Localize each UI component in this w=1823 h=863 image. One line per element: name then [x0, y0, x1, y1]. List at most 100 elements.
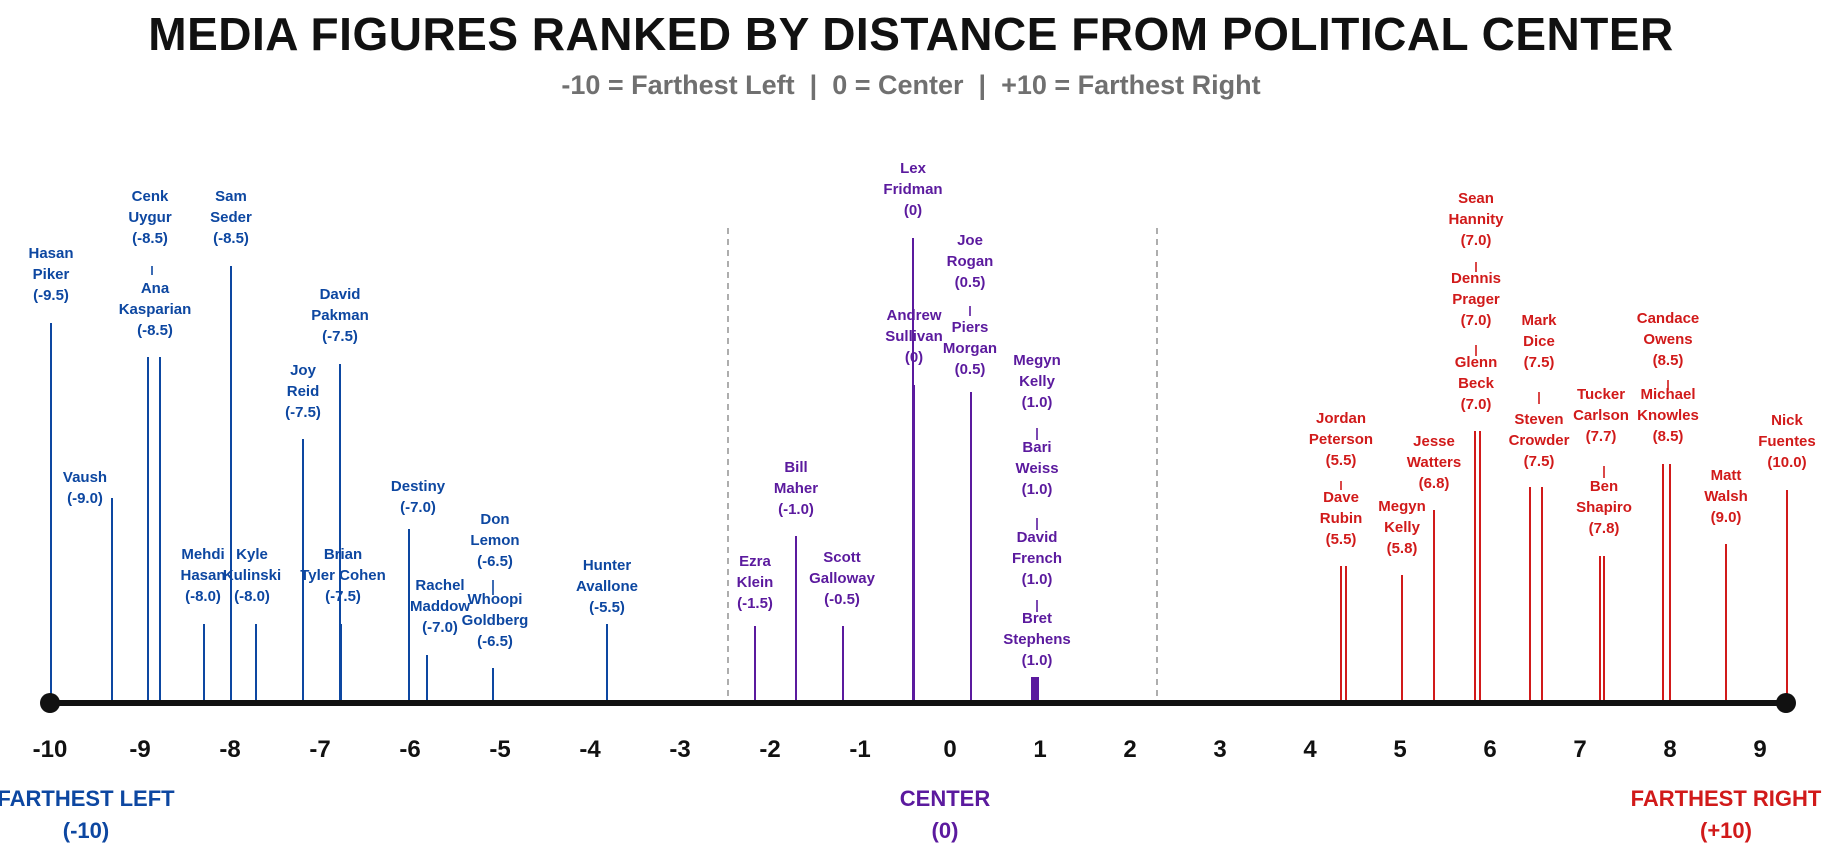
point-name: Prager	[1452, 291, 1500, 308]
point-name: Rachel	[415, 577, 464, 594]
point-value: (-7.5)	[322, 328, 358, 345]
point-label: Scott Galloway (-0.5)	[809, 549, 876, 608]
point-label: Lex Fridman (0)	[883, 160, 942, 219]
point-name: Peterson	[1309, 431, 1373, 448]
point-value: (-6.5)	[477, 633, 513, 650]
point-value: (-9.5)	[33, 287, 69, 304]
point-label: David Pakman (-7.5)	[311, 286, 369, 345]
point-value: (0.5)	[955, 361, 986, 378]
tick-label: 7	[1573, 736, 1586, 763]
point-label: Jesse Watters (6.8)	[1407, 433, 1461, 492]
point-label: Joy Reid (-7.5)	[285, 362, 321, 421]
point-value: (1.0)	[1022, 481, 1053, 498]
point-label: David French (1.0)	[1012, 529, 1062, 588]
point-label: Sam Seder (-8.5)	[210, 188, 252, 247]
point-label: Whoopi Goldberg (-6.5)	[462, 591, 529, 650]
point-label: Hunter Avallone (-5.5)	[576, 557, 638, 616]
point-name: Goldberg	[462, 612, 529, 629]
dividers	[727, 228, 1158, 700]
point-name: Megyn	[1013, 352, 1061, 369]
tick-label: 1	[1033, 736, 1046, 763]
point-label: Bret Stephens (1.0)	[1003, 610, 1071, 669]
point-label: Steven Crowder (7.5)	[1509, 411, 1570, 470]
point-name: Hannity	[1448, 211, 1504, 228]
point-value: (0)	[904, 202, 922, 219]
end-label-center-value: (0)	[932, 818, 959, 843]
point-name: Lex	[900, 160, 927, 177]
point-name: Scott	[823, 549, 861, 566]
tick-label: 3	[1213, 736, 1226, 763]
point-name: Pakman	[311, 307, 369, 324]
point-name: Mark	[1521, 312, 1557, 329]
tick-label: 5	[1393, 736, 1406, 763]
point-name: Andrew	[886, 307, 941, 324]
point-name: French	[1012, 550, 1062, 567]
point-label: Dave Rubin (5.5)	[1320, 489, 1363, 548]
point-name: Sam	[215, 188, 247, 205]
point-name: Beck	[1458, 375, 1495, 392]
point-label: Andrew Sullivan (0)	[885, 307, 943, 366]
point-name: Sullivan	[885, 328, 943, 345]
point-name: Steven	[1514, 411, 1563, 428]
point-label: Matt Walsh (9.0)	[1704, 467, 1748, 526]
stems	[50, 238, 1788, 703]
point-name: Carlson	[1573, 407, 1629, 424]
point-name: Destiny	[391, 478, 446, 495]
point-value: (-8.5)	[132, 230, 168, 247]
tick-label: 2	[1123, 736, 1136, 763]
point-label: Destiny (-7.0)	[391, 478, 446, 516]
tick-label: -6	[399, 736, 420, 763]
end-label-center: CENTER	[900, 786, 991, 811]
point-name: Cenk	[132, 188, 169, 205]
point-name: Bari	[1022, 439, 1051, 456]
point-value: (-1.5)	[737, 595, 773, 612]
point-value: (9.0)	[1711, 509, 1742, 526]
point-value: (-9.0)	[67, 490, 103, 507]
point-name: Whoopi	[468, 591, 523, 608]
point-name: Matt	[1711, 467, 1742, 484]
point-name: Dave	[1323, 489, 1359, 506]
point-value: (-7.5)	[285, 404, 321, 421]
point-label: Mehdi Hasan (-8.0)	[180, 546, 225, 605]
point-label: Tucker Carlson (7.7)	[1573, 386, 1629, 445]
point-label: Cenk Uygur (-8.5)	[128, 188, 172, 247]
point-name: Megyn	[1378, 498, 1426, 515]
point-name: Michael	[1640, 386, 1695, 403]
point-value: (0)	[905, 349, 923, 366]
point-value: (6.8)	[1419, 475, 1450, 492]
point-name: Candace	[1637, 310, 1700, 327]
point-name: Tucker	[1577, 386, 1625, 403]
point-name: Hunter	[583, 557, 631, 574]
point-value: (1.0)	[1022, 394, 1053, 411]
point-name: Ezra	[739, 553, 771, 570]
point-name: Piers	[952, 319, 989, 336]
point-label: Ana Kasparian (-8.5)	[119, 280, 192, 339]
point-name: Jesse	[1413, 433, 1455, 450]
point-name: Bill	[784, 459, 807, 476]
point-name: Sean	[1458, 190, 1494, 207]
point-label: Sean Hannity (7.0)	[1448, 190, 1504, 249]
point-value: (7.0)	[1461, 232, 1492, 249]
point-name: Dennis	[1451, 270, 1501, 287]
tick-label: 4	[1303, 736, 1317, 763]
point-value: (-8.5)	[137, 322, 173, 339]
tick-label: -5	[489, 736, 510, 763]
point-name: Bret	[1022, 610, 1052, 627]
point-name: Owens	[1643, 331, 1692, 348]
point-name: Avallone	[576, 578, 638, 595]
tick-label: 0	[943, 736, 956, 763]
tick-label: -1	[849, 736, 870, 763]
point-name: Uygur	[128, 209, 172, 226]
point-label: Brian Tyler Cohen (-7.5)	[300, 546, 386, 605]
tick-label: -9	[129, 736, 150, 763]
chart-subtitle: -10 = Farthest Left | 0 = Center | +10 =…	[561, 70, 1260, 100]
point-value: (-7.0)	[400, 499, 436, 516]
chart-title: MEDIA FIGURES RANKED BY DISTANCE FROM PO…	[148, 8, 1673, 60]
point-name: Stephens	[1003, 631, 1071, 648]
tick-label: -2	[759, 736, 780, 763]
point-name: Walsh	[1704, 488, 1748, 505]
tick-label: 9	[1753, 736, 1766, 763]
point-value: (10.0)	[1767, 454, 1806, 471]
point-name: Ben	[1590, 478, 1618, 495]
